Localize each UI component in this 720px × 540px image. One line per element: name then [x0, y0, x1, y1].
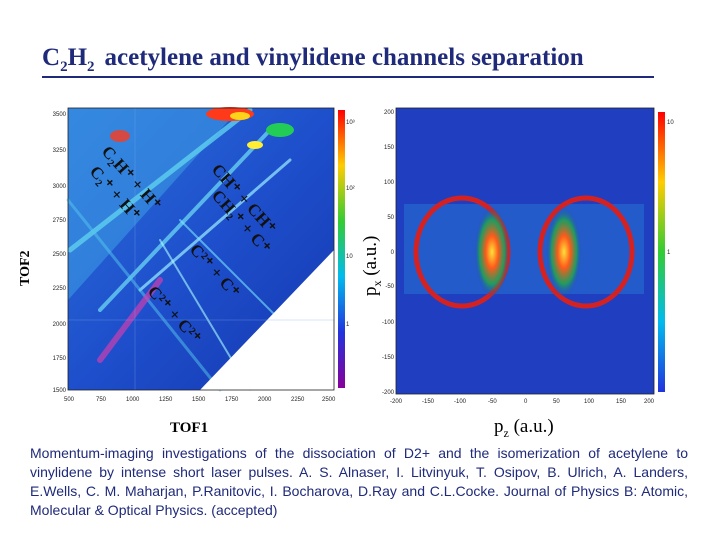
momentum-x-tick: -150: [422, 399, 435, 405]
momentum-x-tick: 50: [553, 399, 560, 405]
pz-unit: (a.u.): [513, 416, 554, 437]
momentum-x-ticks: -200 -150 -100 -50 0 50 100 150 200: [390, 399, 655, 405]
tof-grid: [68, 108, 334, 390]
momentum-x-tick: 150: [616, 399, 627, 405]
tof-colorbar-ticks: 10³ 10² 10 1: [346, 120, 355, 328]
momentum-y-tick: 100: [384, 180, 395, 186]
momentum-colorbar-ticks: 10 1: [667, 120, 674, 256]
momentum-y-tick: -100: [382, 320, 395, 326]
momentum-y-tick: -50: [385, 284, 394, 290]
tof2-axis-label: TOF2: [18, 214, 34, 286]
tof-colorbar: [338, 110, 345, 388]
momentum-x-tick: 0: [524, 399, 528, 405]
momentum-colorbar-tick: 10: [667, 120, 674, 126]
tof-x-tick: 2250: [291, 397, 305, 403]
coincidence-lines: [66, 107, 292, 392]
tof-x-tick: 750: [96, 397, 107, 403]
tof-colorbar-tick: 1: [346, 322, 350, 328]
momentum-plot: -200 -150 -100 -50 0 50 100 150 200 200 …: [382, 107, 674, 405]
px-subscript: x: [369, 280, 384, 287]
tof-x-ticks: 500 750 1000 1250 1500 1750 2000 2250 25…: [64, 397, 336, 403]
tof-coincidence-plot: 500 750 1000 1250 1500 1750 2000 2250 25…: [53, 107, 355, 403]
pz-symbol: p: [494, 416, 504, 437]
momentum-y-ticks: 200 150 100 50 0 -50 -100 -150 -200: [382, 110, 395, 396]
momentum-y-tick: 0: [391, 250, 395, 256]
momentum-plot-area: [396, 108, 654, 394]
page-title: C2H2 acetylene and vinylidene channels se…: [42, 44, 682, 76]
momentum-x-tick: 100: [584, 399, 595, 405]
tof-y-tick: 2000: [53, 322, 67, 328]
momentum-y-tick: -200: [382, 390, 395, 396]
tof-y-tick: 1750: [53, 356, 67, 362]
px-symbol: p: [360, 286, 381, 297]
tof-y-tick: 2250: [53, 286, 67, 292]
momentum-ring-right: [537, 195, 635, 309]
px-axis-label: px (a.u.): [360, 236, 385, 296]
px-unit: (a.u.): [360, 235, 381, 276]
tof-y-tick: 3500: [53, 112, 67, 118]
momentum-center-band: [404, 204, 644, 294]
pz-subscript: z: [503, 425, 509, 440]
title-sub2: 2: [87, 59, 95, 75]
tof-hot-spots: [110, 107, 294, 149]
momentum-x-tick: 200: [644, 399, 655, 405]
momentum-hot-lobe-right: [546, 206, 582, 298]
momentum-x-tick: -200: [390, 399, 403, 405]
tof-colorbar-tick: 10²: [346, 186, 355, 192]
citation-caption: Momentum-imaging investigations of the d…: [30, 445, 688, 518]
title-part2: H: [67, 44, 88, 71]
title-rest: acetylene and vinylidene channels separa…: [104, 44, 584, 71]
momentum-y-tick: -150: [382, 355, 395, 361]
momentum-hot-lobe-left: [474, 206, 510, 298]
momentum-y-tick: 150: [384, 145, 395, 151]
tof-x-tick: 2000: [258, 397, 272, 403]
tof2-axis-text: TOF2: [18, 250, 33, 286]
tof-x-tick: 1000: [126, 397, 140, 403]
tof-y-ticks: 3500 3250 3000 2750 2500 2250 2000 1750 …: [53, 112, 67, 394]
momentum-colorbar: [658, 112, 665, 392]
momentum-y-tick: 50: [387, 215, 394, 221]
tof-axis-frame: [67, 107, 335, 391]
tof-colorbar-tick: 10³: [346, 120, 355, 126]
tof-y-tick: 3250: [53, 148, 67, 154]
tof-y-tick: 3000: [53, 184, 67, 190]
title-underline: [42, 76, 654, 78]
tof1-axis-label: TOF1: [170, 420, 209, 436]
tof-x-tick: 1750: [225, 397, 239, 403]
momentum-axis-frame: [395, 107, 655, 395]
tof-y-tick: 1500: [53, 388, 67, 394]
tof-y-tick: 2750: [53, 218, 67, 224]
tof-x-tick: 2500: [322, 397, 336, 403]
tof-colorbar-tick: 10: [346, 254, 353, 260]
tof-y-tick: 2500: [53, 252, 67, 258]
pz-axis-label: pz (a.u.): [494, 416, 554, 441]
title-sub1: 2: [60, 59, 68, 75]
title-part1: C: [42, 44, 61, 71]
tof-x-tick: 1250: [159, 397, 173, 403]
momentum-colorbar-tick: 1: [667, 250, 671, 256]
tof-x-tick: 500: [64, 397, 75, 403]
momentum-x-tick: -100: [454, 399, 467, 405]
momentum-y-tick: 200: [384, 110, 395, 116]
momentum-x-tick: -50: [488, 399, 497, 405]
tof-x-tick: 1500: [192, 397, 206, 403]
